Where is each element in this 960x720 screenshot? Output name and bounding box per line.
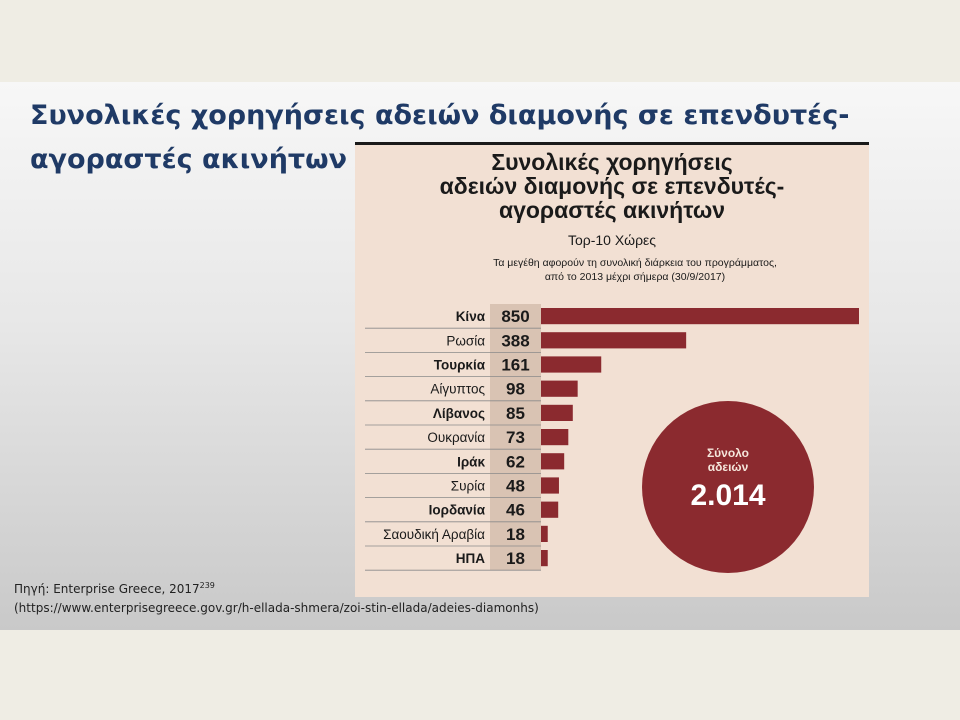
chart-image: Συνολικές χορηγήσεις αδειών διαμονής σε … <box>355 142 869 597</box>
category-label: Αίγυπτος <box>430 382 485 397</box>
chart-note-line-2: από το 2013 μέχρι σήμερα (30/9/2017) <box>544 271 726 283</box>
bar <box>541 332 687 349</box>
category-label: Ρωσία <box>446 333 485 348</box>
bar <box>541 477 559 494</box>
value-label: 850 <box>501 307 529 326</box>
total-circle <box>642 401 814 573</box>
category-label: Ιορδανία <box>429 503 486 518</box>
category-label: Ιράκ <box>457 454 485 469</box>
value-label: 73 <box>506 428 525 447</box>
source-text: Πηγή: Enterprise Greece, 2017 <box>14 582 200 596</box>
value-label: 85 <box>506 404 525 423</box>
source-line-1: Πηγή: Enterprise Greece, 2017239 <box>14 576 654 599</box>
chart-title-line-2: αδειών διαμονής σε επενδυτές- <box>439 173 785 199</box>
slide-title: Συνολικές χορηγήσεις αδειών διαμονής σε … <box>30 100 850 175</box>
chart-note: Τα μεγέθη αφορούν τη συνολική διάρκεια τ… <box>415 256 855 284</box>
total-label-line-1: Σύνολο <box>707 446 749 460</box>
category-label: Τουρκία <box>434 358 486 373</box>
bar-chart: Κίνα 850 Ρωσία 388 Τουρκία 161 Αίγυπτος 98 Λίβαν… <box>365 304 859 573</box>
value-label: 46 <box>506 501 525 520</box>
chart-top-rule <box>355 142 869 145</box>
chart-title-line-3: αγοραστές ακινήτων <box>498 197 726 223</box>
value-label: 18 <box>506 549 525 568</box>
chart-title-line-1: Συνολικές χορηγήσεις <box>491 149 733 175</box>
source-url: (https://www.enterprisegreece.gov.gr/h-e… <box>14 601 539 615</box>
category-label: ΗΠΑ <box>456 551 485 566</box>
chart-title: Συνολικές χορηγήσεις αδειών διαμονής σε … <box>355 150 869 222</box>
category-label: Λίβανος <box>433 406 485 421</box>
bar <box>541 453 565 470</box>
chart-subtitle: Τορ-10 Χώρες <box>567 232 657 248</box>
category-label: Σαουδική Αραβία <box>383 527 485 542</box>
bar <box>541 429 569 446</box>
bar <box>541 356 602 373</box>
bar <box>541 501 559 518</box>
category-label: Κίνα <box>456 309 486 324</box>
value-column-bg <box>490 304 541 571</box>
bar <box>541 404 573 421</box>
value-label: 161 <box>501 356 529 375</box>
total-value: 2.014 <box>690 479 765 512</box>
bar <box>541 308 859 325</box>
value-label: 62 <box>506 452 525 471</box>
source-citation: Πηγή: Enterprise Greece, 2017239 (https:… <box>14 576 654 618</box>
value-label: 98 <box>506 380 525 399</box>
category-label: Ουκρανία <box>427 430 485 445</box>
bar <box>541 550 548 567</box>
category-label: Συρία <box>451 479 485 494</box>
chart-note-line-1: Τα μεγέθη αφορούν τη συνολική διάρκεια τ… <box>493 257 777 269</box>
bar <box>541 525 548 542</box>
source-footnote-ref: 239 <box>199 581 215 590</box>
bar <box>541 380 578 397</box>
value-label: 18 <box>506 525 525 544</box>
value-label: 388 <box>501 331 529 350</box>
total-label-line-2: αδειών <box>708 460 749 474</box>
value-label: 48 <box>506 477 525 496</box>
